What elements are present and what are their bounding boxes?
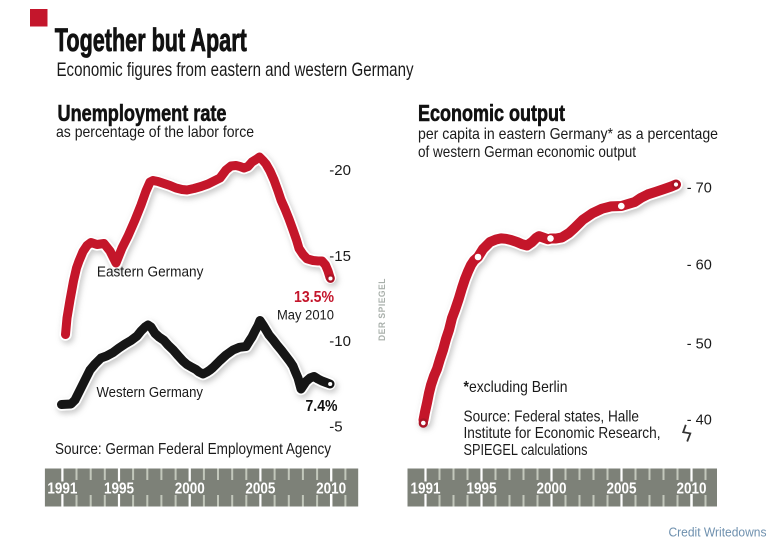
svg-text:-20: -20 <box>329 162 351 179</box>
svg-text:7.4%: 7.4% <box>306 398 338 415</box>
svg-text:1991: 1991 <box>411 481 441 498</box>
svg-text:-15: -15 <box>329 248 351 265</box>
svg-text:of western German economic out: of western German economic output <box>418 144 636 161</box>
svg-text:Unemployment rate: Unemployment rate <box>58 100 227 126</box>
svg-text:2000: 2000 <box>175 481 205 498</box>
svg-text:1995: 1995 <box>104 481 134 498</box>
svg-text:Credit Writedowns: Credit Writedowns <box>669 525 767 540</box>
svg-text:Western Germany: Western Germany <box>97 384 204 401</box>
svg-text:Economic figures from eastern: Economic figures from eastern and wester… <box>57 59 414 81</box>
svg-text:*excluding Berlin: *excluding Berlin <box>464 379 568 396</box>
svg-text:-5: -5 <box>329 419 342 436</box>
svg-text:Economic output: Economic output <box>418 100 565 126</box>
svg-text:-10: -10 <box>329 333 351 350</box>
svg-text:1991: 1991 <box>47 481 77 498</box>
svg-text:2010: 2010 <box>677 481 707 498</box>
svg-text:- 70: - 70 <box>687 179 712 196</box>
svg-text:1995: 1995 <box>467 481 497 498</box>
svg-text:Institute for Economic Researc: Institute for Economic Research, <box>464 425 661 442</box>
svg-text:2005: 2005 <box>245 481 275 498</box>
svg-text:as percentage of the labor for: as percentage of the labor force <box>56 124 254 141</box>
svg-text:SPIEGEL calculations: SPIEGEL calculations <box>464 442 588 459</box>
svg-text:13.5%: 13.5% <box>294 289 334 306</box>
svg-text:2000: 2000 <box>537 481 567 498</box>
svg-text:2010: 2010 <box>316 481 346 498</box>
svg-text:per capita in eastern Germany*: per capita in eastern Germany* as a perc… <box>418 126 718 143</box>
svg-text:DER SPIEGEL: DER SPIEGEL <box>377 278 388 341</box>
svg-text:2005: 2005 <box>607 481 637 498</box>
svg-text:Together but Apart: Together but Apart <box>55 22 247 58</box>
svg-text:- 50: - 50 <box>687 335 712 352</box>
svg-text:Source: Federal states, Halle: Source: Federal states, Halle <box>464 409 640 426</box>
svg-text:Source: German Federal Employm: Source: German Federal Employment Agency <box>55 441 331 458</box>
svg-text:Eastern Germany: Eastern Germany <box>97 264 204 281</box>
svg-text:- 40: - 40 <box>687 411 712 428</box>
svg-text:- 60: - 60 <box>687 257 712 274</box>
svg-text:May 2010: May 2010 <box>277 308 334 323</box>
